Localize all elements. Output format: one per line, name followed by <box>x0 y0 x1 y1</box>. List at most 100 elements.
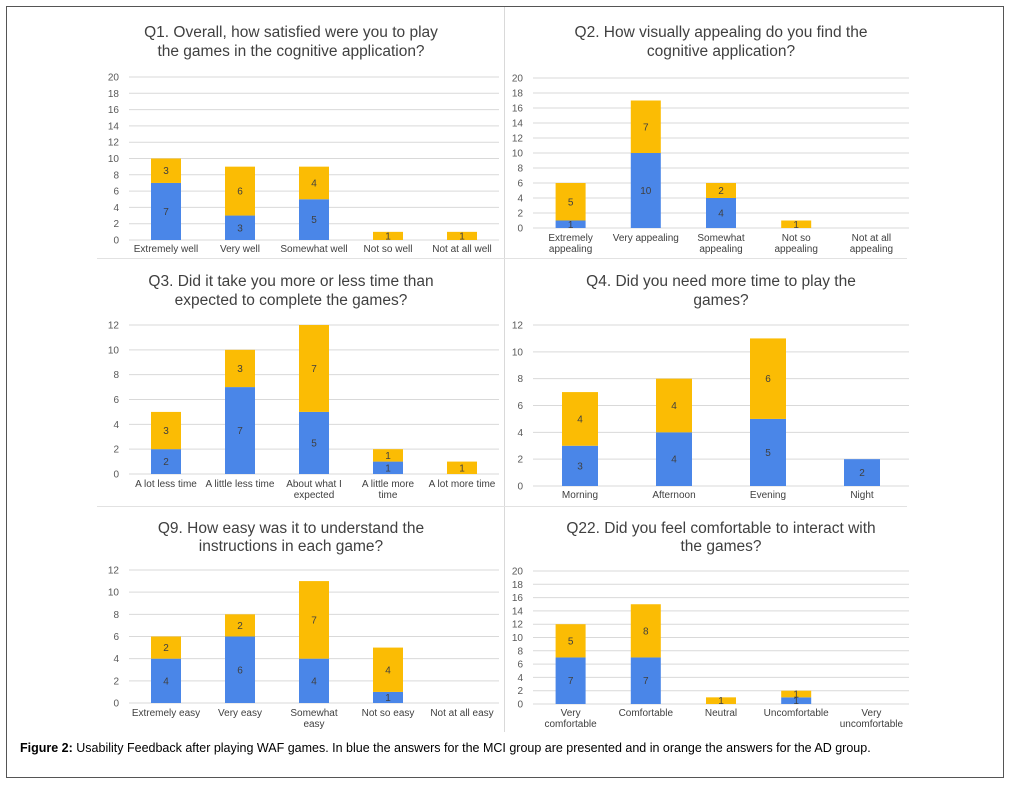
data-label-ad: 3 <box>163 166 169 177</box>
bar-ad <box>781 220 812 228</box>
chart-title-line: Q9. How easy was it to understand the <box>158 520 424 537</box>
data-label-ad: 1 <box>718 696 724 707</box>
y-tick-label: 12 <box>108 566 120 577</box>
y-tick-label: 2 <box>113 445 119 456</box>
chart-title-line: the games in the cognitive application? <box>157 43 424 60</box>
bar-ad <box>151 158 181 183</box>
bar-ad <box>555 624 586 658</box>
data-label-mci: 3 <box>237 223 243 234</box>
chart-title-line: the games? <box>681 538 762 555</box>
data-label-ad: 8 <box>643 626 649 637</box>
y-tick-label: 14 <box>512 606 524 617</box>
y-tick-label: 10 <box>108 345 120 356</box>
y-tick-label: 10 <box>512 149 524 160</box>
row-divider-2 <box>97 506 907 507</box>
y-tick-label: 4 <box>113 654 119 665</box>
y-tick-label: 6 <box>113 187 119 198</box>
data-label-ad: 6 <box>237 187 243 198</box>
column-divider <box>504 7 505 732</box>
bar-mci <box>151 658 181 703</box>
bar-mci <box>151 182 181 240</box>
y-tick-label: 14 <box>108 121 120 132</box>
data-label-mci: 10 <box>640 186 652 197</box>
bar-ad <box>750 338 786 419</box>
y-tick-label: 2 <box>517 686 523 697</box>
data-label-mci: 7 <box>163 207 169 218</box>
y-tick-label: 0 <box>113 236 119 247</box>
data-label-mci: 2 <box>163 457 169 468</box>
chart-svg: Q1. Overall, how satisfied were you to p… <box>108 24 499 255</box>
x-category-label: Evening <box>750 490 786 501</box>
data-label-mci: 1 <box>385 463 391 474</box>
y-tick-label: 10 <box>512 347 524 358</box>
x-category-label: Somewhat <box>290 708 337 719</box>
y-tick-label: 12 <box>108 321 120 332</box>
x-category-label: Somewhat well <box>280 244 347 255</box>
data-label-mci: 3 <box>577 461 583 472</box>
data-label-ad: 7 <box>311 364 317 375</box>
chart-q9: Q9. How easy was it to understand the ins… <box>7 507 504 735</box>
x-category-label: Very <box>861 708 881 719</box>
chart-svg: Q3. Did it take you more or less time th… <box>108 273 499 501</box>
data-label-ad: 7 <box>311 615 317 626</box>
y-tick-label: 16 <box>512 593 524 604</box>
chart-svg: Q4. Did you need more time to play the ga… <box>512 273 909 501</box>
bar-mci <box>373 461 403 474</box>
y-tick-label: 16 <box>108 105 120 116</box>
y-tick-label: 0 <box>113 699 119 710</box>
bar-ad <box>555 183 586 221</box>
chart-title-line: Q22. Did you feel comfortable to interac… <box>566 520 875 537</box>
chart-svg: Q22. Did you feel comfortable to interac… <box>512 520 909 730</box>
bar-mci <box>630 657 661 704</box>
y-tick-label: 0 <box>517 700 523 711</box>
chart-title-line: Q2. How visually appealing do you find t… <box>575 24 868 41</box>
x-category-label: Very well <box>220 244 260 255</box>
chart-title-line: expected to complete the games? <box>175 292 408 309</box>
chart-svg: Q2. How visually appealing do you find t… <box>512 24 909 255</box>
y-tick-label: 8 <box>113 370 119 381</box>
bar-mci <box>706 198 736 228</box>
bar-ad <box>630 604 661 658</box>
y-tick-label: 8 <box>113 170 119 181</box>
data-label-mci: 4 <box>311 676 317 687</box>
x-category-label: Comfortable <box>619 708 674 719</box>
data-label-mci: 7 <box>237 426 243 437</box>
x-category-label: A little more <box>362 479 415 490</box>
x-category-label: Very appealing <box>613 233 679 244</box>
y-tick-label: 12 <box>512 620 524 631</box>
data-label-mci: 2 <box>859 468 865 479</box>
x-category-label: Extremely easy <box>132 708 200 719</box>
y-tick-label: 2 <box>517 209 523 220</box>
x-category-label: comfortable <box>544 719 597 730</box>
chart-title-line: instructions in each game? <box>199 538 384 555</box>
bar-ad <box>225 614 255 637</box>
caption-text: Usability Feedback after playing WAF gam… <box>72 741 871 755</box>
data-label-ad: 4 <box>385 665 391 676</box>
data-label-ad: 1 <box>459 231 465 242</box>
bar-ad <box>562 392 598 446</box>
x-category-label: Very easy <box>218 708 262 719</box>
y-tick-label: 20 <box>512 74 524 85</box>
y-tick-label: 0 <box>113 470 119 481</box>
data-label-mci: 4 <box>671 455 677 466</box>
data-label-ad: 6 <box>765 374 771 385</box>
x-category-label: appealing <box>850 244 893 255</box>
bar-mci <box>555 220 586 228</box>
x-category-label: Neutral <box>705 708 737 719</box>
data-label-ad: 2 <box>163 643 169 654</box>
bar-mci <box>373 691 403 703</box>
y-tick-label: 8 <box>113 610 119 621</box>
y-tick-label: 20 <box>108 73 120 84</box>
data-label-mci: 1 <box>385 693 391 704</box>
data-label-ad: 2 <box>237 621 243 632</box>
y-tick-label: 6 <box>517 660 523 671</box>
chart-title-line: cognitive application? <box>647 43 796 60</box>
y-tick-label: 0 <box>517 224 523 235</box>
bar-ad <box>706 183 736 198</box>
data-label-ad: 4 <box>311 178 317 189</box>
chart-q3: Q3. Did it take you more or less time th… <box>7 259 504 506</box>
y-tick-label: 8 <box>517 374 523 385</box>
y-tick-label: 6 <box>113 395 119 406</box>
bar-ad <box>630 100 661 153</box>
bar-mci <box>299 658 329 703</box>
